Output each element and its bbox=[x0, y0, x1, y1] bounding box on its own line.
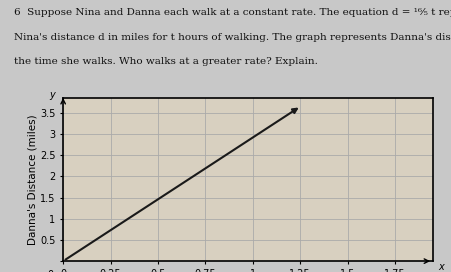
Text: Nina's distance d in miles for t hours of walking. The graph represents Danna's : Nina's distance d in miles for t hours o… bbox=[14, 33, 451, 42]
Y-axis label: Danna's Distance (miles): Danna's Distance (miles) bbox=[27, 114, 37, 245]
Text: x: x bbox=[439, 262, 444, 272]
Text: the time she walks. Who walks at a greater rate? Explain.: the time she walks. Who walks at a great… bbox=[14, 57, 318, 66]
Text: y: y bbox=[49, 90, 55, 100]
Text: 0: 0 bbox=[48, 270, 54, 272]
Text: 6  Suppose Nina and Danna each walk at a constant rate. The equation d = ¹⁶⁄₅ t : 6 Suppose Nina and Danna each walk at a … bbox=[14, 8, 451, 17]
